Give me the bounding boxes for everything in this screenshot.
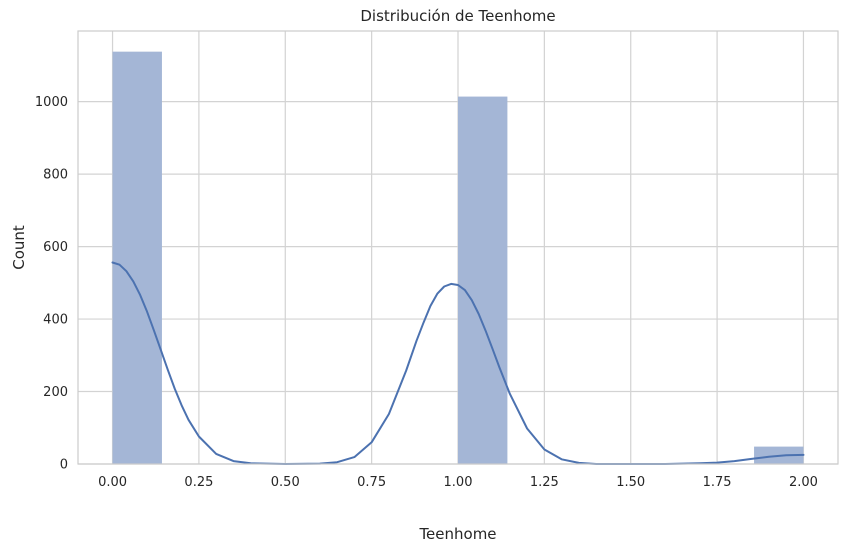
y-tick-labels: 0 200 400 600 800 1000 (35, 95, 68, 472)
x-tick-label: 2.00 (789, 475, 818, 490)
x-tick-label: 1.00 (444, 475, 473, 490)
y-tick-label: 600 (43, 240, 68, 255)
x-tick-label: 0.00 (98, 475, 127, 490)
y-tick-label: 400 (43, 313, 68, 328)
histogram-bars (112, 51, 804, 464)
y-tick-label: 0 (60, 458, 68, 473)
y-tick-label: 200 (43, 385, 68, 400)
x-tick-label: 0.75 (357, 475, 386, 490)
x-tick-label: 0.25 (184, 475, 213, 490)
y-tick-label: 1000 (35, 95, 68, 110)
x-tick-label: 1.75 (703, 475, 732, 490)
x-tick-labels: 0.00 0.25 0.50 0.75 1.00 1.25 1.50 1.75 2.00 (98, 475, 818, 490)
x-axis-title: Teenhome (418, 525, 496, 543)
x-tick-label: 1.50 (616, 475, 645, 490)
histogram-bar (458, 96, 508, 464)
histogram-bar (112, 51, 162, 464)
x-tick-label: 0.50 (271, 475, 300, 490)
y-tick-label: 800 (43, 168, 68, 183)
x-tick-label: 1.25 (530, 475, 559, 490)
chart-title: Distribución de Teenhome (360, 7, 555, 25)
plot-frame (77, 30, 839, 465)
y-axis-title: Count (10, 225, 28, 270)
